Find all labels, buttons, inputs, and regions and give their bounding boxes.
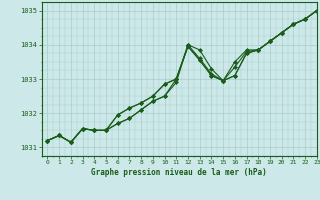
X-axis label: Graphe pression niveau de la mer (hPa): Graphe pression niveau de la mer (hPa) xyxy=(91,168,267,177)
